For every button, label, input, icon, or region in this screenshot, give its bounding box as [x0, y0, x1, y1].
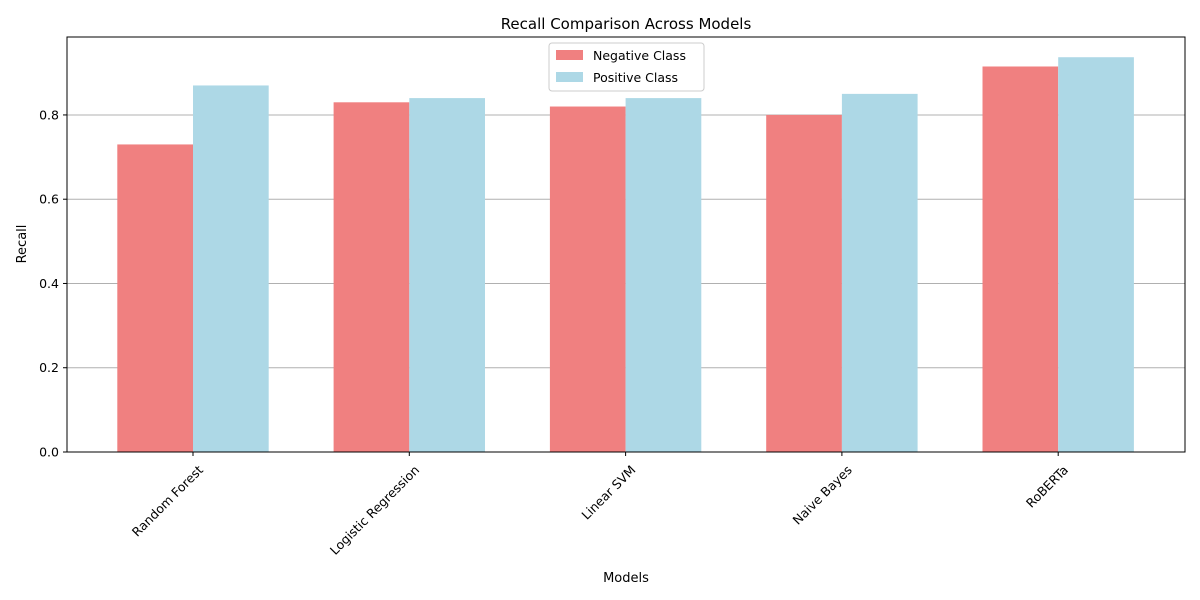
y-tick-label: 0.4: [39, 276, 59, 291]
legend: Negative Class Positive Class: [548, 42, 705, 92]
bar-negative-class-naive-bayes: [766, 114, 842, 453]
x-ticks: Random Forest Logistic Regression Linear S…: [129, 452, 1071, 558]
bar-negative-class-roberta: [982, 66, 1059, 453]
y-tick-label: 0.6: [39, 192, 59, 207]
y-tick-label: 0.2: [39, 360, 59, 375]
legend-label-negative: Negative Class: [593, 48, 686, 63]
bars: [117, 57, 1134, 453]
y-ticks: 0.0 0.2 0.4 0.6 0.8: [39, 107, 67, 460]
bar-negative-class-linear-svm: [549, 106, 626, 453]
legend-label-positive: Positive Class: [593, 70, 678, 85]
legend-box: [548, 42, 705, 92]
x-tick-label-linear-svm: Linear SVM: [578, 462, 638, 522]
x-tick-label-roberta: RoBERTa: [1023, 462, 1071, 510]
bar-positive-class-roberta: [1058, 57, 1134, 452]
y-axis-title: Recall: [15, 225, 30, 264]
bar-negative-class-random-forest: [117, 144, 193, 452]
bar-positive-class-linear-svm: [625, 98, 702, 452]
x-tick-label-logistic-regression: Logistic Regression: [327, 462, 422, 557]
chart-title: Recall Comparison Across Models: [501, 15, 752, 33]
legend-swatch-negative: [556, 50, 583, 60]
legend-swatch-positive: [556, 72, 583, 82]
bar-positive-class-logistic-regression: [409, 98, 485, 452]
y-tick-label: 0.8: [39, 107, 59, 122]
bar-negative-class-logistic-regression: [333, 102, 410, 452]
bar-positive-class-random-forest: [193, 85, 269, 452]
bar-positive-class-naive-bayes: [841, 93, 918, 452]
y-tick-label: 0.0: [39, 445, 59, 460]
x-tick-label-random-forest: Random Forest: [129, 462, 206, 539]
x-tick-label-naive-bayes: Naive Bayes: [789, 462, 854, 527]
x-axis-title: Models: [603, 571, 649, 586]
